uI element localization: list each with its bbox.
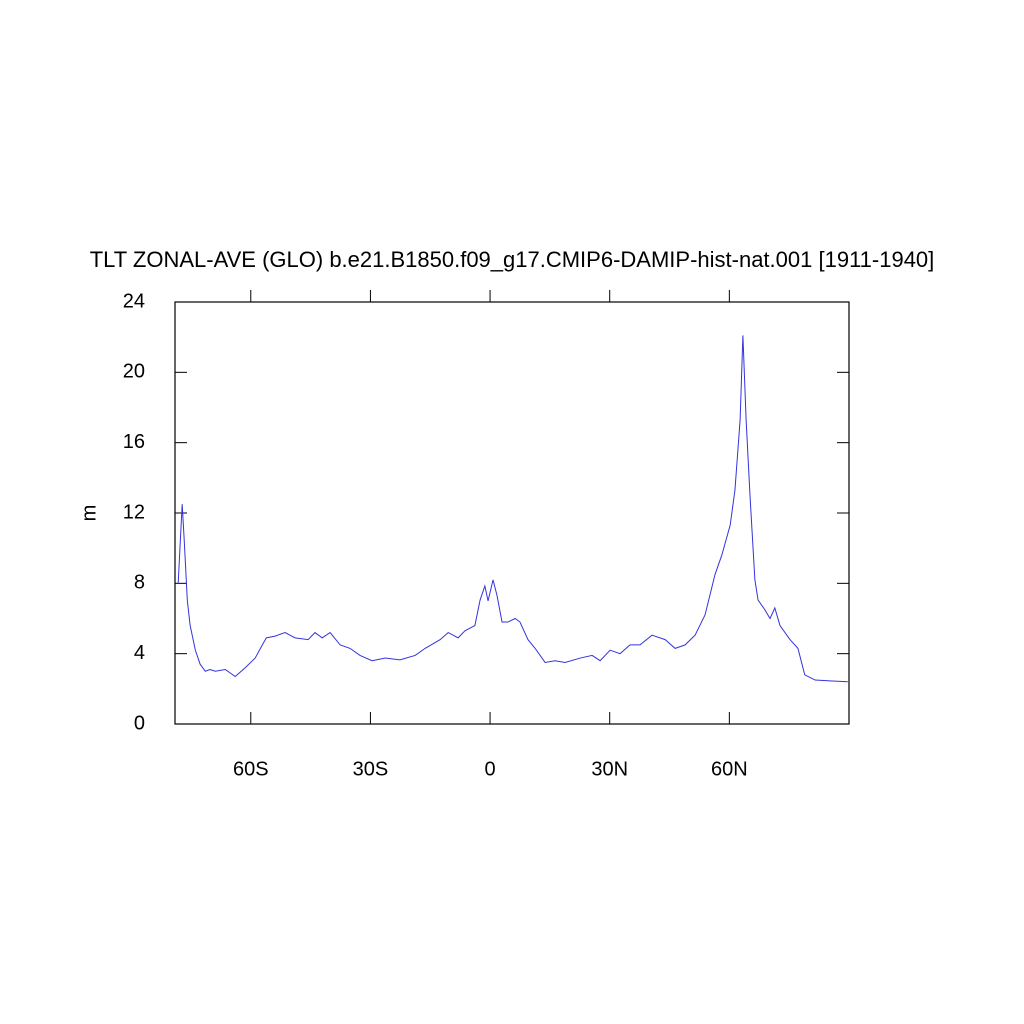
y-tick-label: 16: [123, 431, 145, 453]
y-tick-label: 8: [134, 572, 145, 594]
y-tick-label: 20: [123, 361, 145, 383]
x-tick-label: 0: [485, 758, 496, 780]
y-axis-label: m: [78, 505, 100, 522]
y-tick-label: 4: [134, 642, 145, 664]
plot-frame: [174, 301, 850, 725]
x-tick-label: 60S: [233, 758, 269, 780]
chart-title: TLT ZONAL-AVE (GLO) b.e21.B1850.f09_g17.…: [90, 247, 935, 272]
y-tick-label: 0: [134, 712, 145, 734]
x-tick-label: 30S: [353, 758, 389, 780]
x-tick-label: 30N: [591, 758, 628, 780]
data-line: [177, 335, 848, 683]
y-tick-label: 24: [123, 290, 145, 312]
x-tick-label: 60N: [711, 758, 748, 780]
y-tick-label: 12: [123, 501, 145, 523]
